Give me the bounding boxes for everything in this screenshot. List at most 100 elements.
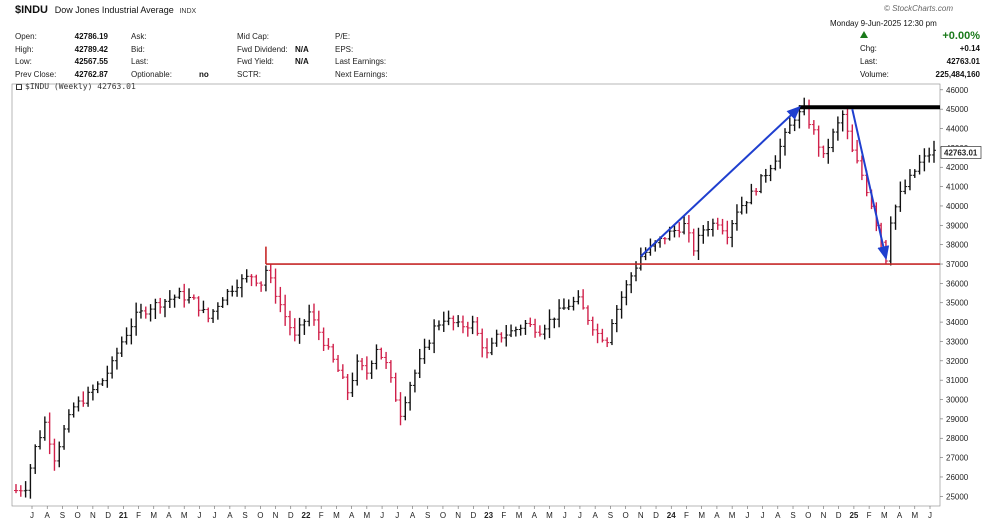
y-tick-label: 39000 [946, 221, 969, 230]
bid-label: Bid: [131, 44, 145, 54]
x-tick-label: M [546, 511, 553, 520]
x-tick-label: 21 [119, 511, 128, 520]
next-earnings-label: Next Earnings: [335, 69, 388, 79]
exchange-label: INDX [179, 8, 197, 15]
status-last-value: 42763.01 [946, 57, 980, 66]
fwd-yield-label: Fwd Yield: [237, 57, 274, 66]
x-tick-label: S [242, 511, 247, 520]
x-tick-label: O [622, 511, 628, 520]
x-tick-label: M [181, 511, 188, 520]
stockcharts-logo[interactable]: © StockCharts.com [883, 4, 953, 13]
x-tick-label: M [364, 511, 371, 520]
series-marker-icon [16, 84, 22, 90]
x-tick-label: A [532, 511, 538, 520]
series-label-text: $INDU (Weekly) 42763.01 [25, 82, 136, 91]
x-tick-label: D [653, 511, 659, 520]
sctr-label: SCTR: [237, 69, 261, 79]
fwd-dividend-label: Fwd Dividend: [237, 44, 288, 54]
x-tick-label: A [897, 511, 903, 520]
volume-value: 225,484,160 [935, 70, 981, 79]
up-triangle-icon [860, 31, 868, 38]
x-tick-label: S [608, 511, 613, 520]
y-tick-label: 38000 [946, 241, 969, 250]
pct-change: +0.00% [942, 30, 980, 42]
x-tick-label: O [440, 511, 446, 520]
quote-header: $INDU Dow Jones Industrial Average INDX … [0, 0, 993, 82]
x-tick-label: F [867, 511, 872, 520]
chg-value: +0.14 [959, 44, 980, 53]
low-value: 42567.55 [74, 57, 108, 66]
x-tick-label: J [197, 511, 201, 520]
x-tick-label: 22 [302, 511, 311, 520]
ticker-symbol[interactable]: $INDU [15, 4, 49, 16]
x-tick-label: J [380, 511, 384, 520]
drop-arrow [851, 108, 890, 261]
x-tick-label: F [501, 511, 506, 520]
volume-label: Volume: [860, 70, 889, 79]
x-tick-label: A [349, 511, 355, 520]
y-tick-label: 28000 [946, 434, 969, 443]
y-tick-label: 36000 [946, 279, 969, 288]
x-tick-label: 24 [667, 511, 676, 520]
price-grid-col4: P/E: EPS: Last Earnings: Next Earnings: [335, 31, 415, 81]
chart-series-label: $INDU (Weekly) 42763.01 [16, 82, 136, 91]
x-tick-label: F [136, 511, 141, 520]
x-tick-label: N [90, 511, 96, 520]
open-label: Open: [15, 32, 37, 41]
x-tick-label: D [470, 511, 476, 520]
optionable-value: no [199, 69, 209, 79]
quote-date: Monday 9-Jun-2025 12:30 pm [830, 19, 937, 28]
x-tick-label: N [821, 511, 827, 520]
x-tick-label: O [75, 511, 81, 520]
y-tick-label: 35000 [946, 299, 969, 308]
x-tick-label: N [638, 511, 644, 520]
y-tick-label: 46000 [946, 86, 969, 95]
x-tick-label: O [257, 511, 263, 520]
x-tick-label: J [213, 511, 217, 520]
price-grid-col1: Open: 42786.19 High: 42789.42 Low: 42567.55… [15, 31, 113, 81]
x-tick-label: M [729, 511, 736, 520]
uptrend-arrow [640, 105, 801, 258]
x-tick-label: S [425, 511, 430, 520]
y-tick-label: 29000 [946, 415, 969, 424]
eps-label: EPS: [335, 44, 354, 54]
x-tick-label: J [578, 511, 582, 520]
x-tick-label: J [30, 511, 34, 520]
y-tick-label: 25000 [946, 492, 969, 501]
high-label: High: [15, 44, 34, 54]
last-value-tag-label: 42763.01 [944, 148, 978, 157]
status-last-label: Last: [860, 57, 878, 66]
last-value-tag [940, 146, 982, 159]
x-tick-label: A [166, 511, 172, 520]
x-tick-label: J [761, 511, 765, 520]
x-tick-label: F [684, 511, 689, 520]
x-tick-label: D [105, 511, 111, 520]
y-tick-label: 33000 [946, 337, 969, 346]
open-value: 42786.19 [74, 32, 108, 41]
x-tick-label: M [698, 511, 705, 520]
x-tick-label: A [592, 511, 598, 520]
x-tick-label: 23 [484, 511, 493, 520]
x-tick-label: J [395, 511, 399, 520]
x-tick-label: J [563, 511, 567, 520]
y-tick-label: 26000 [946, 473, 969, 482]
x-tick-label: O [805, 511, 811, 520]
y-tick-label: 27000 [946, 454, 969, 463]
x-tick-label: S [790, 511, 795, 520]
x-tick-label: D [836, 511, 842, 520]
price-grid-col3: Mid Cap: Fwd Dividend: N/A Fwd Yield: N/A … [237, 31, 317, 81]
ask-label: Ask: [131, 32, 147, 41]
x-tick-label: J [745, 511, 749, 520]
fwd-yield-value: N/A [295, 57, 309, 66]
low-label: Low: [15, 57, 32, 66]
x-tick-label: F [319, 511, 324, 520]
index-name: Dow Jones Industrial Average [54, 5, 174, 15]
x-tick-label: M [911, 511, 918, 520]
x-tick-label: J [928, 511, 932, 520]
y-tick-label: 32000 [946, 357, 969, 366]
last-earnings-label: Last Earnings: [335, 57, 387, 66]
optionable-label: Optionable: [131, 69, 172, 79]
x-tick-label: A [714, 511, 720, 520]
x-tick-label: M [333, 511, 340, 520]
